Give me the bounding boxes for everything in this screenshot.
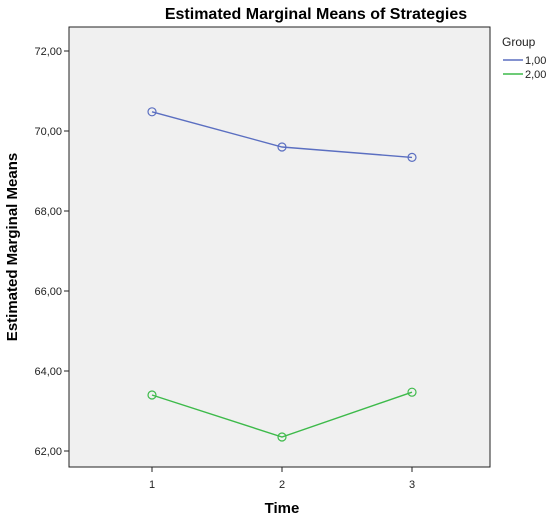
- data-point: [147, 390, 157, 400]
- data-point: [147, 107, 157, 117]
- series-line-2: [151, 391, 413, 438]
- data-point: [407, 387, 417, 397]
- y-axis-title: Estimated Marginal Means: [4, 153, 21, 341]
- y-tick-label: 64,00: [34, 366, 62, 378]
- y-tick-label: 68,00: [34, 206, 62, 218]
- x-tick-label: 2: [279, 479, 285, 491]
- x-axis-title: Time: [265, 500, 300, 517]
- y-tick-label: 70,00: [34, 126, 62, 138]
- y-tick-label: 72,00: [34, 46, 62, 58]
- legend-label: 1,00: [525, 55, 546, 67]
- y-axis: 62,00 64,00 66,00 68,00 70,00 72,00: [34, 46, 69, 458]
- y-tick-label: 62,00: [34, 446, 62, 458]
- legend-title: Group: [502, 35, 536, 49]
- chart-title: Estimated Marginal Means of Strategies: [165, 6, 467, 23]
- x-axis: 1 2 3: [149, 467, 415, 491]
- plot-area: [68, 26, 491, 468]
- data-point: [277, 432, 287, 442]
- y-tick-label: 66,00: [34, 286, 62, 298]
- data-point: [277, 142, 287, 152]
- x-tick-label: 1: [149, 479, 155, 491]
- x-tick-label: 3: [409, 479, 415, 491]
- series-line-1: [151, 111, 413, 159]
- legend: Group 1,00 2,00: [502, 35, 546, 81]
- series-layer: [147, 107, 417, 442]
- data-point: [407, 152, 417, 162]
- legend-label: 2,00: [525, 69, 546, 81]
